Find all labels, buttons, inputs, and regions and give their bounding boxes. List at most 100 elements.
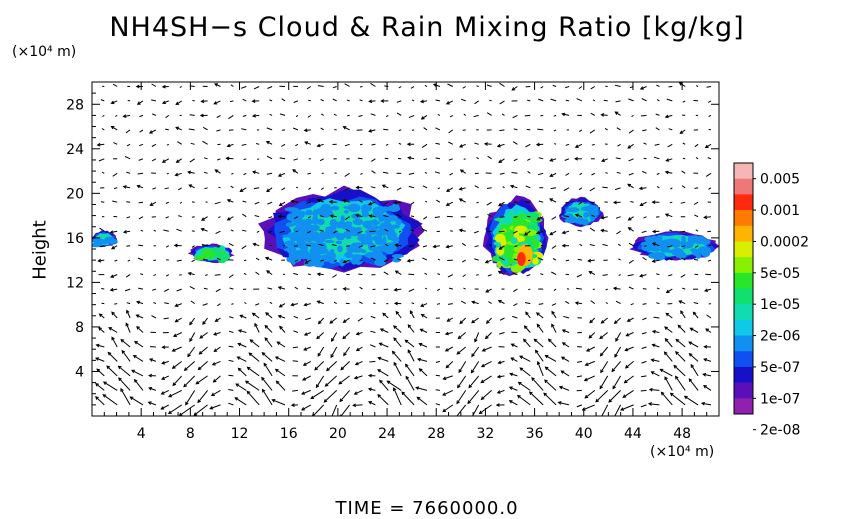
wind-arrowhead (536, 217, 541, 221)
wind-vector (359, 286, 363, 290)
wind-arrowhead (274, 368, 279, 373)
wind-vector (615, 157, 621, 160)
wind-vector (525, 311, 531, 319)
wind-vector (449, 114, 454, 118)
wind-vector (512, 114, 518, 119)
wind-vector (393, 387, 402, 406)
wind-arrowhead (700, 401, 705, 406)
wind-arrowhead (650, 358, 655, 363)
wind-vector (179, 86, 182, 88)
wind-vector (124, 288, 131, 292)
cloud-speckle (288, 213, 298, 222)
wind-vector (307, 273, 311, 276)
wind-vector (447, 83, 454, 87)
wind-arrowhead (368, 99, 373, 104)
wind-vector (204, 187, 208, 190)
wind-arrowhead (688, 378, 693, 382)
wind-vector (680, 310, 686, 319)
wind-vector (213, 375, 221, 383)
wind-vector (118, 365, 131, 377)
wind-vector (588, 259, 595, 262)
wind-vector (484, 143, 492, 145)
wind-arrowhead (651, 200, 656, 205)
cloud-speckle (304, 242, 318, 247)
wind-vector (134, 341, 144, 348)
wind-vector (642, 303, 647, 305)
wind-vector (267, 201, 273, 205)
wind-vector (266, 155, 273, 160)
wind-arrowhead (528, 391, 533, 396)
colorbar-label: 0.005 (760, 172, 800, 188)
wind-arrowhead (316, 272, 321, 277)
wind-arrowhead (407, 324, 412, 328)
cloud-speckle (527, 238, 532, 246)
wind-vector (459, 317, 467, 324)
wind-vector (411, 99, 415, 102)
wind-vector (353, 404, 363, 406)
wind-vector (641, 170, 647, 174)
wind-vector (334, 259, 337, 263)
wind-vector (693, 99, 699, 102)
wind-arrowhead (497, 300, 502, 304)
wind-vector (559, 386, 570, 391)
wind-vector (332, 98, 337, 102)
wind-arrowhead (486, 320, 490, 324)
wind-vector (243, 272, 247, 276)
wind-arrowhead (265, 312, 269, 316)
wind-vector (111, 311, 118, 319)
wind-vector (125, 129, 131, 134)
wind-vector (435, 374, 440, 377)
wind-arrowhead (620, 407, 625, 411)
wind-arrowhead (442, 408, 447, 413)
wind-vector (668, 257, 673, 261)
wind-vector (458, 332, 467, 339)
wind-vector (631, 114, 634, 118)
wind-vector (247, 366, 260, 377)
wind-vector (474, 230, 479, 234)
cloud-speckle (345, 234, 352, 240)
wind-vector (228, 330, 234, 333)
wind-arrowhead (497, 270, 502, 275)
wind-vector (396, 112, 402, 116)
wind-arrowhead (516, 394, 521, 399)
wind-vector (139, 114, 144, 118)
wind-vector (95, 383, 105, 391)
wind-vector (622, 389, 634, 398)
wind-vector (213, 100, 221, 105)
wind-arrowhead (343, 352, 347, 357)
wind-vector (579, 172, 583, 176)
wind-vector (292, 346, 298, 349)
wind-arrowhead (316, 199, 321, 203)
wind-vector (611, 361, 621, 372)
wind-vector (354, 375, 363, 379)
wind-arrowhead (432, 83, 437, 87)
wind-vector (308, 99, 311, 102)
cloud-speckle (300, 228, 314, 236)
wind-vector (640, 201, 647, 206)
wind-vector (602, 186, 608, 189)
wind-vector (343, 346, 351, 356)
wind-arrowhead (214, 83, 219, 87)
wind-arrowhead (303, 302, 308, 307)
wind-vector (379, 342, 389, 348)
wind-arrowhead (342, 286, 347, 291)
wind-arrowhead (183, 383, 188, 388)
wind-vector (437, 187, 441, 190)
wind-vector (317, 85, 324, 87)
wind-arrowhead (544, 379, 548, 384)
wind-arrowhead (584, 394, 589, 399)
wind-arrowhead (277, 286, 282, 290)
wind-vector (576, 375, 582, 378)
wind-vector (458, 361, 467, 373)
wind-vector (620, 404, 634, 411)
cloud-speckle (507, 252, 514, 258)
wind-vector (354, 389, 363, 395)
wind-vector (317, 143, 324, 147)
wind-vector (499, 129, 505, 132)
wind-arrowhead (405, 375, 410, 380)
wind-arrowhead (175, 159, 180, 163)
wind-vector (149, 129, 157, 134)
wind-vector (359, 259, 363, 262)
wind-vector (244, 302, 247, 305)
wind-vector (113, 142, 118, 145)
